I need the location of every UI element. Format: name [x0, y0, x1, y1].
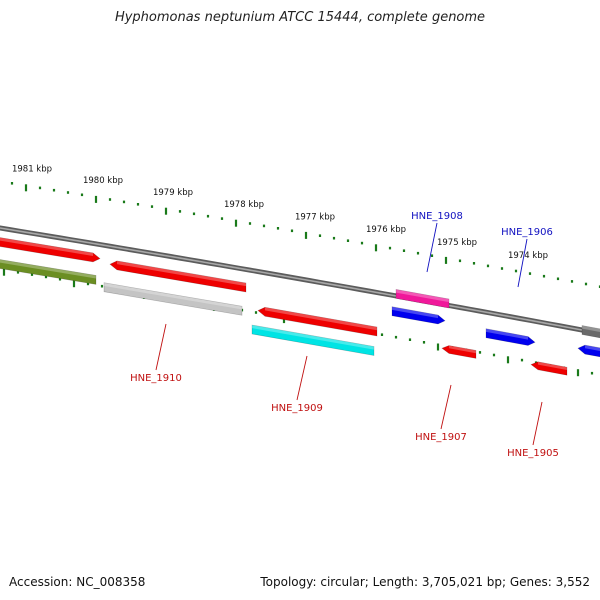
- genome-backbone: [0, 225, 600, 336]
- gene-HNE_1906: [485, 328, 536, 346]
- gene-red-left-edge: [0, 237, 101, 263]
- gene-label-HNE_1909: HNE_1909: [271, 403, 323, 414]
- ruler-label: 1981 kbp: [12, 164, 52, 174]
- callout-line: [440, 384, 452, 430]
- gene-HNE_1909: [251, 324, 375, 356]
- accession-text: Accession: NC_008358: [9, 575, 146, 589]
- ruler-label: 1977 kbp: [295, 213, 335, 223]
- callout-line: [296, 355, 308, 401]
- gene-HNE_1907: [441, 345, 477, 359]
- ruler-label: 1974 kbp: [508, 251, 548, 261]
- callout-line: [155, 323, 167, 371]
- gene-HNE_1905: [530, 361, 568, 376]
- map-title: Hyphomonas neptunium ATCC 15444, complet…: [114, 10, 486, 25]
- ruler-labels: 1981 kbp 1980 kbp 1979 kbp 1978 kbp 1977 kbp…: [12, 164, 548, 261]
- gene-label-HNE_1908: HNE_1908: [411, 211, 463, 222]
- gene-olive: [0, 259, 97, 285]
- gene-label-HNE_1907: HNE_1907: [415, 432, 467, 443]
- topology-text: Topology: circular; Length: 3,705,021 bp…: [260, 575, 590, 589]
- ruler-label: 1976 kbp: [366, 225, 406, 235]
- gene-label-HNE_1905: HNE_1905: [507, 448, 559, 459]
- gene-labels: HNE_1910 HNE_1909 HNE_1908 HNE_1907 HNE_1906…: [130, 211, 559, 459]
- ruler-label: 1979 kbp: [153, 188, 193, 198]
- ruler-label: 1980 kbp: [83, 176, 123, 186]
- gene-blue-right-edge: [577, 344, 600, 358]
- gene-label-HNE_1906: HNE_1906: [501, 227, 553, 238]
- gene-label-HNE_1910: HNE_1910: [130, 373, 182, 384]
- ruler-label: 1975 kbp: [437, 238, 477, 248]
- callout-line: [532, 401, 543, 446]
- gene-HNE_1908: [395, 289, 450, 309]
- outer-ruler: [10, 182, 600, 288]
- callout-line: [426, 222, 438, 273]
- ruler-label: 1978 kbp: [224, 200, 264, 210]
- gene-blue-forward: [391, 306, 446, 325]
- gene-red-forward: [257, 306, 378, 337]
- gene-HNE_1910: [103, 282, 243, 316]
- feature-track: [0, 237, 600, 376]
- inner-ruler: [2, 268, 594, 377]
- gene-red-forward: [109, 260, 247, 293]
- callout-line: [517, 238, 528, 288]
- gene-gray-right-edge: [581, 325, 600, 339]
